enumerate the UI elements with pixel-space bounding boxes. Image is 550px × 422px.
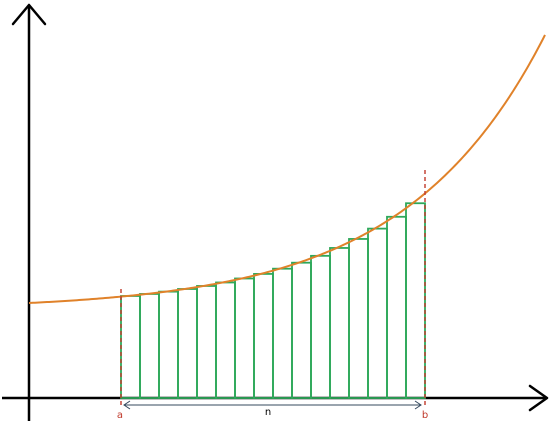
function-curve	[28, 34, 546, 304]
riemann-rectangle	[196, 285, 217, 399]
riemann-rectangle	[234, 277, 255, 399]
riemann-rectangle	[272, 267, 293, 399]
label-b: b	[422, 410, 428, 421]
riemann-rectangle	[405, 202, 426, 399]
interval-measure-arrow	[123, 400, 422, 410]
riemann-rectangle	[310, 254, 331, 399]
y-axis	[11, 3, 47, 421]
riemann-rectangle	[215, 281, 236, 399]
riemann-rectangle	[158, 290, 179, 399]
measure-left-arrowhead	[123, 400, 131, 410]
y-axis-arrowhead	[11, 3, 47, 26]
measure-right-arrowhead	[414, 400, 422, 410]
label-a: a	[117, 410, 123, 421]
riemann-rectangle	[386, 215, 407, 399]
riemann-rectangle	[329, 247, 350, 399]
riemann-rectangle	[348, 238, 369, 399]
x-axis-arrowhead	[528, 384, 549, 412]
riemann-rectangle	[120, 295, 141, 399]
label-n: n	[265, 407, 271, 418]
riemann-rectangle	[291, 261, 312, 399]
riemann-rectangle	[177, 288, 198, 399]
riemann-rectangle	[139, 293, 160, 399]
riemann-rectangle	[367, 227, 388, 399]
riemann-rectangle	[253, 273, 274, 399]
riemann-rectangles	[120, 202, 426, 399]
